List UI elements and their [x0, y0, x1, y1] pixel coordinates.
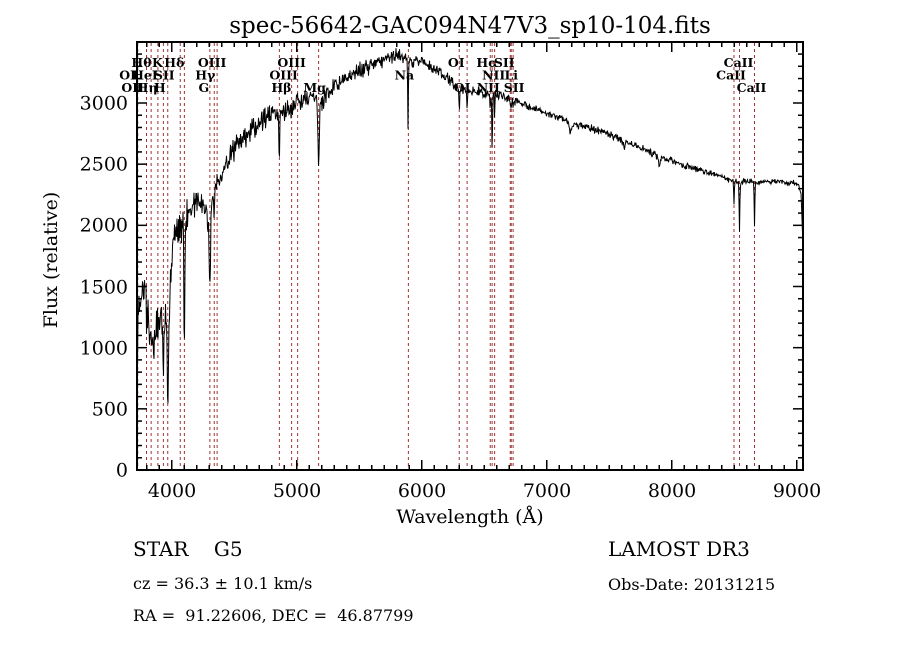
obs-date-value: Obs-Date: 20131215: [608, 575, 776, 594]
spectral-line-label: Hγ: [195, 68, 216, 83]
spectral-line-label: CaII: [737, 80, 767, 95]
spectral-line-label: OIII: [198, 55, 227, 70]
y-tick-label: 0: [116, 460, 128, 482]
x-tick-label: 9000: [773, 480, 821, 502]
x-tick-label: 7000: [523, 480, 571, 502]
spectral-line-label: CaII: [724, 55, 754, 70]
ra-dec-value: RA = 91.22606, DEC = 46.87799: [133, 606, 414, 625]
cz-value: cz = 36.3 ± 10.1 km/s: [133, 574, 313, 593]
spectral-line-label: OI: [119, 68, 136, 83]
y-tick-label: 1500: [80, 277, 128, 299]
spectral-line-label: Hβ: [271, 80, 291, 95]
spectrum-curve: [136, 48, 803, 463]
spectral-line-label: Hα: [476, 55, 498, 70]
x-axis-title: Wavelength (Å): [396, 506, 543, 528]
spectral-line-label: OIII: [277, 55, 306, 70]
spectral-line-label: OIII: [269, 68, 298, 83]
spectral-line-label: Na: [395, 68, 415, 83]
spectral-line-label: G: [199, 80, 210, 95]
spectral-line-label: H: [154, 80, 166, 95]
x-tick-label: 8000: [648, 480, 696, 502]
spectral-line-label: SII: [504, 80, 525, 95]
survey-label: LAMOST DR3: [608, 537, 750, 561]
spectral-line-label: SII: [494, 55, 515, 70]
object-class-label: STAR G5: [133, 537, 243, 561]
y-tick-label: 3000: [80, 93, 128, 115]
spectral-line-label: K: [152, 55, 164, 70]
spectral-line-label: Hδ: [164, 55, 184, 70]
plot-title: spec-56642-GAC094N47V3_sp10-104.fits: [229, 13, 711, 39]
spectral-line-label: CaII: [716, 68, 746, 83]
plot-dynamic-layer: OIOIIHθHηHeIKHSIIHδGHγOIIIHβOIIIOIIIMgNa…: [119, 42, 803, 471]
y-tick-label: 500: [92, 399, 128, 421]
spectral-line-label: OI: [448, 55, 465, 70]
y-tick-label: 1000: [80, 338, 128, 360]
spectral-line-label: NII: [482, 68, 505, 83]
y-tick-label: 2500: [80, 154, 128, 176]
spectral-line-label: SII: [154, 68, 175, 83]
plot-frame: [136, 41, 804, 471]
spectral-line-label: Mg: [303, 80, 326, 95]
y-tick-label: 2000: [80, 215, 128, 237]
x-tick-label: 5000: [273, 480, 321, 502]
x-tick-label: 4000: [148, 480, 196, 502]
x-tick-label: 6000: [398, 480, 446, 502]
y-axis-title: Flux (relative): [40, 192, 62, 329]
